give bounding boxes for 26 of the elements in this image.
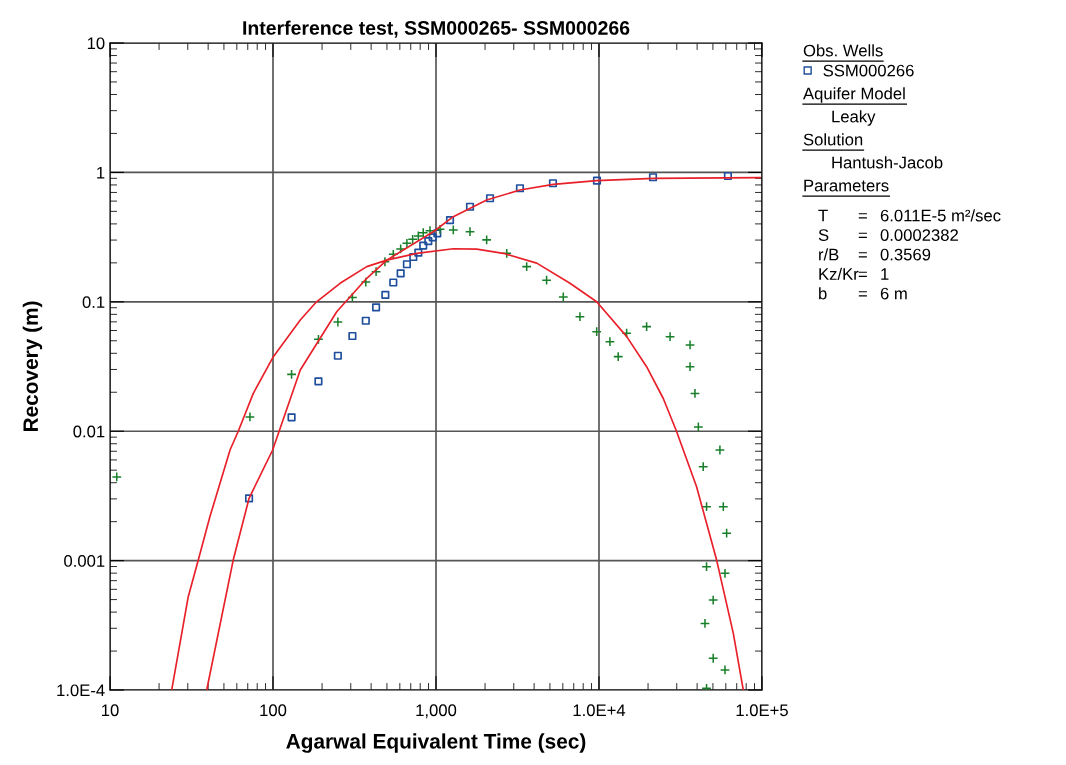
text: T = 6.011E-5 m²/sec xyxy=(818,209,1001,222)
y-tick-label: 0.001 xyxy=(64,555,105,567)
text: Leaky xyxy=(832,110,876,126)
y-tick-label: 0.01 xyxy=(73,425,105,438)
text: S = 0.0002382 xyxy=(818,229,958,241)
legend-label: SSM000266 xyxy=(823,64,914,77)
x-axis-title: Agarwal Equivalent Time (sec) xyxy=(286,733,586,753)
y-tick-label: 10 xyxy=(87,37,105,50)
text: b = 6 m xyxy=(819,287,907,300)
text: r/B = 0.3569 xyxy=(819,248,931,261)
chart-title: Interference test, SSM000265- SSM000266 xyxy=(243,20,630,38)
x-tick-label: 1,000 xyxy=(416,704,457,719)
y-tick-label: 0.1 xyxy=(82,296,105,309)
y-axis-title: Recovery (m) xyxy=(22,301,43,432)
text: Solution xyxy=(803,133,863,146)
x-tick-label: 10 xyxy=(102,704,119,717)
text: Aquifer Model xyxy=(803,87,905,103)
x-tick-label: 100 xyxy=(260,704,287,717)
text: Parameters xyxy=(804,179,889,192)
text: Kz/Kr= 1 xyxy=(819,267,889,280)
x-tick-label: 1.0E+5 xyxy=(736,704,788,717)
x-tick-label: 1.0E+4 xyxy=(573,704,626,717)
y-tick-label: 1 xyxy=(97,166,105,179)
text: Hantush-Jacob xyxy=(832,156,943,169)
y-tick-label: 1.0E-4 xyxy=(57,684,105,697)
text: Obs. Wells xyxy=(803,44,883,57)
